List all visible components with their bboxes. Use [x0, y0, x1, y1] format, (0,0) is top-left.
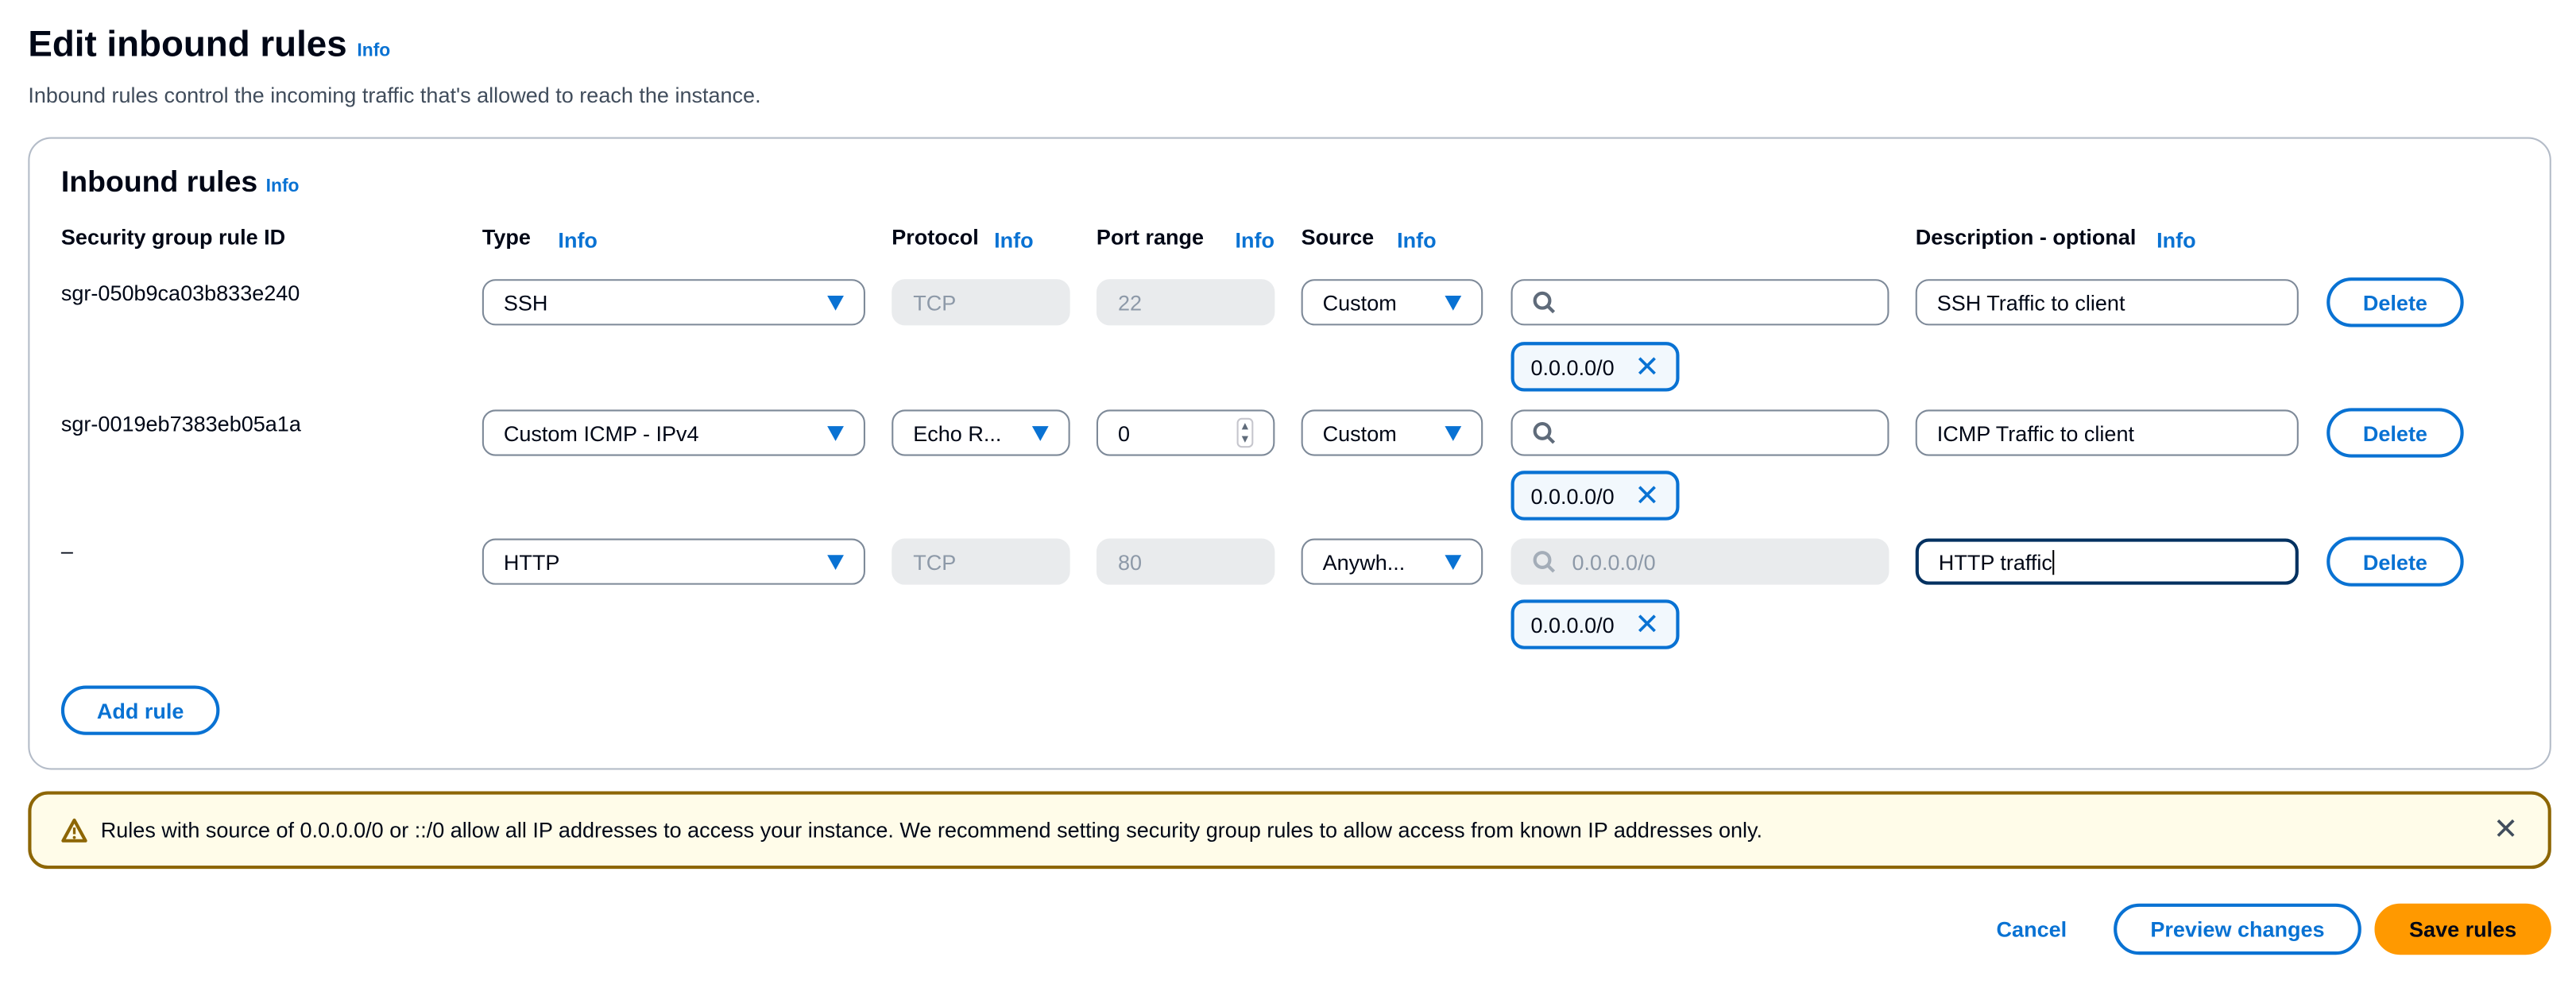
- delete-rule-button[interactable]: Delete: [2327, 408, 2464, 458]
- info-link[interactable]: Info: [265, 176, 300, 197]
- search-icon: [1533, 421, 1556, 444]
- text-cursor: [2052, 549, 2055, 575]
- search-icon: [1533, 551, 1556, 573]
- port-info-link[interactable]: Info: [1235, 227, 1275, 253]
- rule-id: –: [60, 538, 73, 564]
- port-range-field: 80: [1096, 538, 1275, 585]
- protocol-select[interactable]: Echo R...: [892, 409, 1070, 456]
- description-info-link[interactable]: Info: [2156, 227, 2196, 253]
- protocol-field: TCP: [892, 279, 1070, 326]
- header-rule-id: Security group rule ID: [60, 224, 286, 250]
- caret-down-icon: [1031, 425, 1049, 440]
- source-select[interactable]: Anywh...: [1301, 538, 1483, 585]
- source-search-input: 0.0.0.0/0: [1510, 538, 1889, 585]
- caret-down-icon: [827, 425, 844, 440]
- caret-down-icon: [827, 294, 844, 310]
- source-select[interactable]: Custom: [1301, 279, 1483, 326]
- inbound-rules-panel: [28, 137, 2551, 770]
- header-protocol: Protocol: [892, 224, 979, 250]
- remove-token-icon[interactable]: ✕: [1634, 607, 1660, 641]
- add-rule-button[interactable]: Add rule: [60, 685, 220, 735]
- type-select[interactable]: HTTP: [482, 538, 865, 585]
- remove-token-icon[interactable]: ✕: [1634, 479, 1660, 513]
- search-icon: [1533, 291, 1556, 314]
- header-type: Type: [482, 224, 531, 250]
- source-select[interactable]: Custom: [1301, 409, 1483, 456]
- cidr-token: 0.0.0.0/0 ✕: [1510, 599, 1680, 649]
- warning-icon: [61, 818, 87, 843]
- dismiss-close-icon[interactable]: ✕: [2493, 812, 2519, 847]
- description-input[interactable]: SSH Traffic to client: [1915, 279, 2299, 326]
- spinner-icon[interactable]: ▴ ▾: [1236, 417, 1254, 448]
- delete-rule-button[interactable]: Delete: [2327, 537, 2464, 587]
- caret-down-icon: [1445, 425, 1462, 440]
- cidr-token: 0.0.0.0/0 ✕: [1510, 342, 1680, 392]
- header-source: Source: [1301, 224, 1375, 250]
- description-input[interactable]: HTTP traffic: [1915, 538, 2299, 585]
- rule-id: sgr-0019eb7383eb05a1a: [60, 411, 301, 436]
- caret-down-icon: [1445, 554, 1462, 569]
- delete-rule-button[interactable]: Delete: [2327, 277, 2464, 327]
- type-select[interactable]: Custom ICMP - IPv4: [482, 409, 865, 456]
- header-description: Description - optional: [1915, 224, 2137, 250]
- cancel-button[interactable]: Cancel: [1996, 916, 2067, 942]
- source-search-input[interactable]: [1510, 409, 1889, 456]
- header-port-range: Port range: [1096, 224, 1205, 250]
- remove-token-icon[interactable]: ✕: [1634, 350, 1660, 384]
- protocol-field: TCP: [892, 538, 1070, 585]
- caret-down-icon: [1445, 294, 1462, 310]
- source-search-input[interactable]: [1510, 279, 1889, 326]
- type-info-link[interactable]: Info: [558, 227, 598, 253]
- preview-changes-button[interactable]: Preview changes: [2114, 903, 2361, 955]
- warning-alert: Rules with source of 0.0.0.0/0 or ::/0 a…: [28, 791, 2551, 870]
- rule-id: sgr-050b9ca03b833e240: [60, 281, 300, 306]
- source-info-link[interactable]: Info: [1397, 227, 1437, 253]
- save-rules-button[interactable]: Save rules: [2374, 903, 2551, 955]
- caret-down-icon: [827, 554, 844, 569]
- description-input[interactable]: ICMP Traffic to client: [1915, 409, 2299, 456]
- page-subtitle: Inbound rules control the incoming traff…: [28, 82, 761, 108]
- port-range-field: 22: [1096, 279, 1275, 326]
- protocol-info-link[interactable]: Info: [994, 227, 1034, 253]
- panel-title: Inbound rules Info: [60, 165, 300, 199]
- info-link[interactable]: Info: [357, 41, 391, 61]
- cidr-token: 0.0.0.0/0 ✕: [1510, 471, 1680, 521]
- type-select[interactable]: SSH: [482, 279, 865, 326]
- page-title: Edit inbound rules Info: [28, 23, 391, 65]
- port-range-stepper[interactable]: 0 ▴ ▾: [1096, 409, 1275, 456]
